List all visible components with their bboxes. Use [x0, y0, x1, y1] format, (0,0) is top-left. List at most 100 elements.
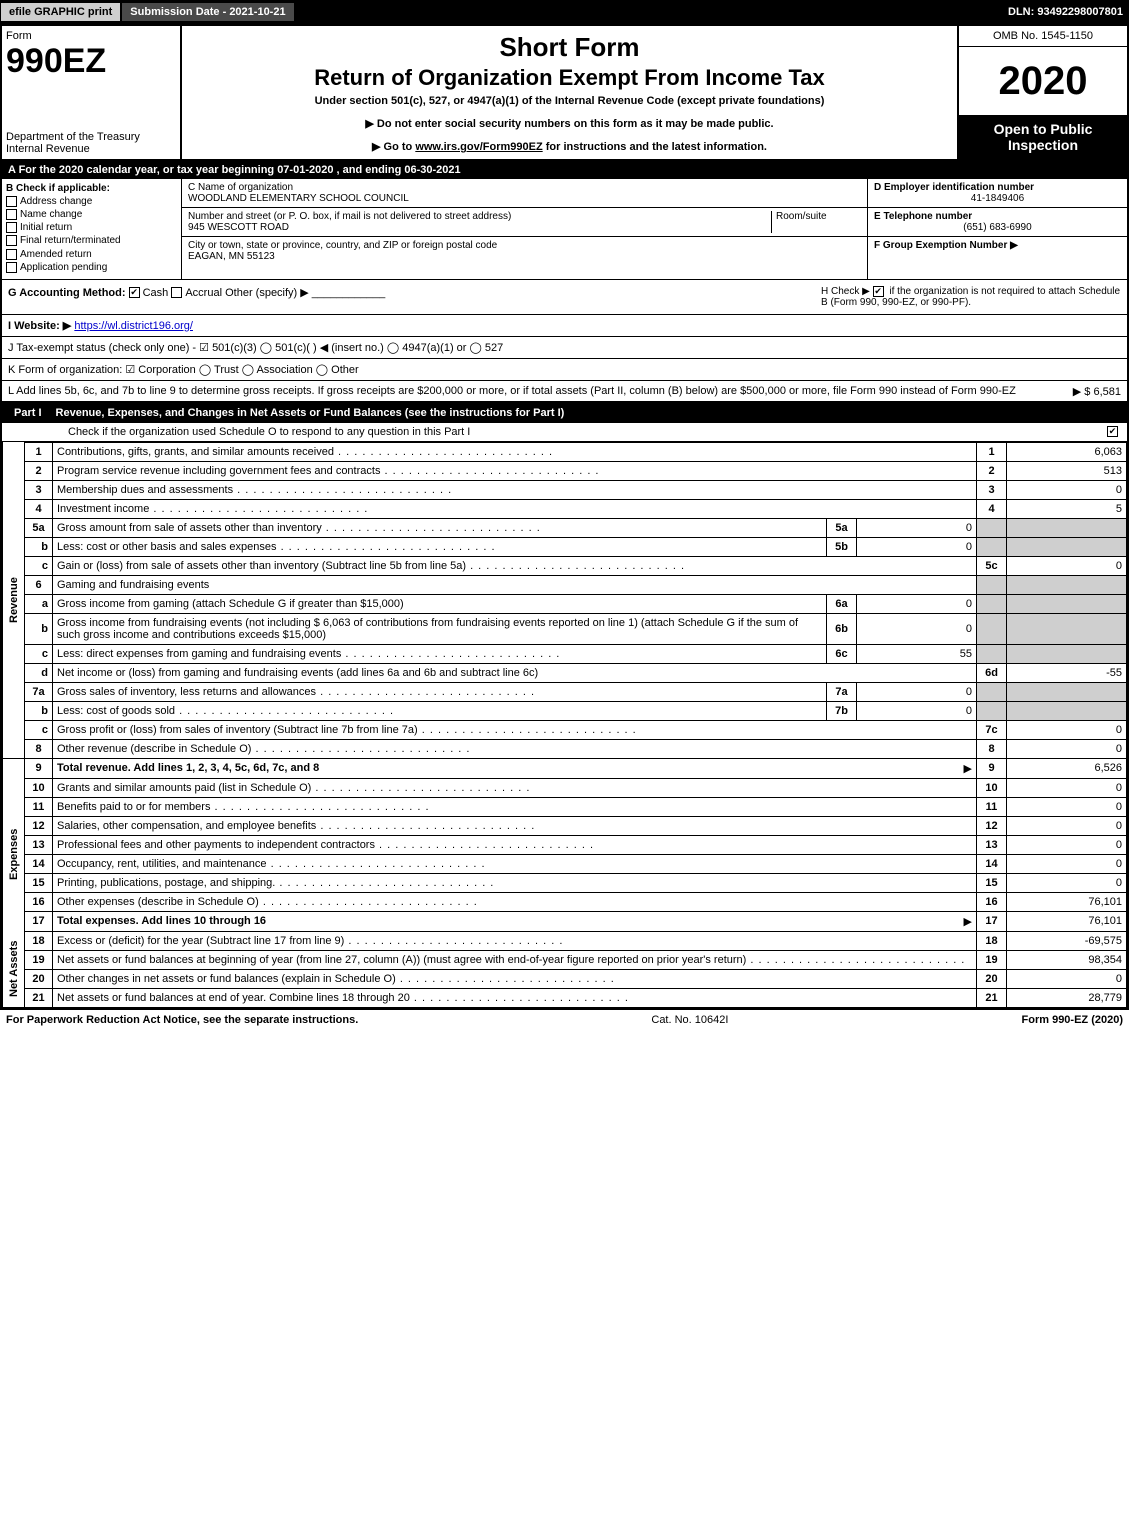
l18-desc: Excess or (deficit) for the year (Subtra…: [53, 931, 977, 950]
dept-treasury: Department of the Treasury: [6, 131, 176, 143]
l5a-grey2: [1007, 518, 1127, 537]
submission-date-button[interactable]: Submission Date - 2021-10-21: [121, 2, 294, 22]
section-bcdef: B Check if applicable: Address change Na…: [2, 179, 1127, 280]
c-city-row: City or town, state or province, country…: [182, 237, 867, 265]
g-accrual-check[interactable]: [171, 287, 182, 298]
l1-desc: Contributions, gifts, grants, and simila…: [53, 442, 977, 461]
l14-num: 14: [25, 854, 53, 873]
line-7a: 7a Gross sales of inventory, less return…: [3, 682, 1127, 701]
part1-check[interactable]: ✔: [1107, 426, 1118, 437]
l19-num: 19: [25, 950, 53, 969]
l19-desc: Net assets or fund balances at beginning…: [53, 950, 977, 969]
l19-val: 98,354: [1007, 950, 1127, 969]
l6c-grey2: [1007, 644, 1127, 663]
efile-print-button[interactable]: efile GRAPHIC print: [0, 2, 121, 22]
line-9: 9 Total revenue. Add lines 1, 2, 3, 4, 5…: [3, 758, 1127, 778]
l9-arrow: ▶: [964, 762, 972, 775]
part1-header: Part I Revenue, Expenses, and Changes in…: [2, 403, 1127, 423]
line-3: 3 Membership dues and assessments 3 0: [3, 480, 1127, 499]
c-name-value: WOODLAND ELEMENTARY SCHOOL COUNCIL: [188, 193, 861, 204]
l6c-ival: 55: [857, 644, 977, 663]
c-room-label: Room/suite: [771, 211, 861, 233]
row-i-website: I Website: ▶ https://wl.district196.org/: [2, 315, 1127, 337]
line-5b: b Less: cost or other basis and sales ex…: [3, 537, 1127, 556]
g-label: G Accounting Method:: [8, 287, 126, 299]
tax-year: 2020: [959, 47, 1127, 115]
l6a-grey2: [1007, 594, 1127, 613]
h-check[interactable]: ✔: [873, 286, 884, 297]
c-name-label: C Name of organization: [188, 182, 861, 193]
page-footer: For Paperwork Reduction Act Notice, see …: [0, 1010, 1129, 1030]
g-cash-check[interactable]: ✔: [129, 287, 140, 298]
l2-val: 513: [1007, 461, 1127, 480]
website-link[interactable]: https://wl.district196.org/: [74, 320, 193, 332]
b-initial-return[interactable]: Initial return: [6, 222, 177, 233]
l4-desc: Investment income: [53, 499, 977, 518]
form-label: Form: [6, 30, 176, 42]
l7c-desc: Gross profit or (loss) from sales of inv…: [53, 720, 977, 739]
line-2: 2 Program service revenue including gove…: [3, 461, 1127, 480]
l5a-ibox: 5a: [827, 518, 857, 537]
b-name-change[interactable]: Name change: [6, 209, 177, 220]
l18-val: -69,575: [1007, 931, 1127, 950]
l6a-ival: 0: [857, 594, 977, 613]
line-18: Net Assets 18 Excess or (deficit) for th…: [3, 931, 1127, 950]
l16-num: 16: [25, 892, 53, 911]
c-city-value: EAGAN, MN 55123: [188, 251, 861, 262]
l-text: L Add lines 5b, 6c, and 7b to line 9 to …: [8, 385, 1016, 397]
l9-box: 9: [977, 758, 1007, 778]
g-accrual: Accrual: [185, 287, 222, 299]
l6c-num: c: [25, 644, 53, 663]
l21-box: 21: [977, 988, 1007, 1007]
l6b-desc: Gross income from fundraising events (no…: [53, 613, 827, 644]
l5c-box: 5c: [977, 556, 1007, 575]
footer-left: For Paperwork Reduction Act Notice, see …: [6, 1014, 358, 1026]
l9-val: 6,526: [1007, 758, 1127, 778]
part1-label: Part I: [8, 407, 48, 419]
l7c-num: c: [25, 720, 53, 739]
l14-desc: Occupancy, rent, utilities, and maintena…: [53, 854, 977, 873]
irs-link[interactable]: www.irs.gov/Form990EZ: [415, 141, 542, 153]
l7b-ival: 0: [857, 701, 977, 720]
col-c: C Name of organization WOODLAND ELEMENTA…: [182, 179, 867, 279]
l5a-desc: Gross amount from sale of assets other t…: [53, 518, 827, 537]
l17-arrow: ▶: [964, 915, 972, 928]
l5a-ival: 0: [857, 518, 977, 537]
l11-desc: Benefits paid to or for members: [53, 797, 977, 816]
l5b-desc: Less: cost or other basis and sales expe…: [53, 537, 827, 556]
l4-box: 4: [977, 499, 1007, 518]
l3-val: 0: [1007, 480, 1127, 499]
l14-box: 14: [977, 854, 1007, 873]
b-final-return[interactable]: Final return/terminated: [6, 235, 177, 246]
b-amended-return[interactable]: Amended return: [6, 249, 177, 260]
l21-desc: Net assets or fund balances at end of ye…: [53, 988, 977, 1007]
top-bar: efile GRAPHIC print Submission Date - 20…: [0, 0, 1129, 24]
h-schedule-b: H Check ▶ ✔ if the organization is not r…: [821, 286, 1121, 308]
l7c-val: 0: [1007, 720, 1127, 739]
l6b-grey2: [1007, 613, 1127, 644]
row-l-gross-receipts: L Add lines 5b, 6c, and 7b to line 9 to …: [2, 381, 1127, 403]
l1-num: 1: [25, 442, 53, 461]
l5b-grey2: [1007, 537, 1127, 556]
l20-val: 0: [1007, 969, 1127, 988]
l7b-num: b: [25, 701, 53, 720]
l18-num: 18: [25, 931, 53, 950]
f-group-label: F Group Exemption Number ▶: [874, 240, 1018, 251]
row-a-taxyear: A For the 2020 calendar year, or tax yea…: [2, 161, 1127, 179]
l7a-grey1: [977, 682, 1007, 701]
g-accounting: G Accounting Method: ✔Cash Accrual Other…: [8, 286, 821, 308]
l2-box: 2: [977, 461, 1007, 480]
l12-box: 12: [977, 816, 1007, 835]
l15-num: 15: [25, 873, 53, 892]
footer-center: Cat. No. 10642I: [358, 1014, 1021, 1026]
l1-val: 6,063: [1007, 442, 1127, 461]
omb-number: OMB No. 1545-1150: [959, 26, 1127, 47]
b-application-pending[interactable]: Application pending: [6, 262, 177, 273]
part1-checknote-text: Check if the organization used Schedule …: [8, 426, 1107, 438]
l5b-ival: 0: [857, 537, 977, 556]
col-b: B Check if applicable: Address change Na…: [2, 179, 182, 279]
note-goto: ▶ Go to www.irs.gov/Form990EZ for instru…: [188, 140, 951, 153]
l15-box: 15: [977, 873, 1007, 892]
b-address-change[interactable]: Address change: [6, 196, 177, 207]
expenses-sidelabel: Expenses: [3, 778, 25, 931]
